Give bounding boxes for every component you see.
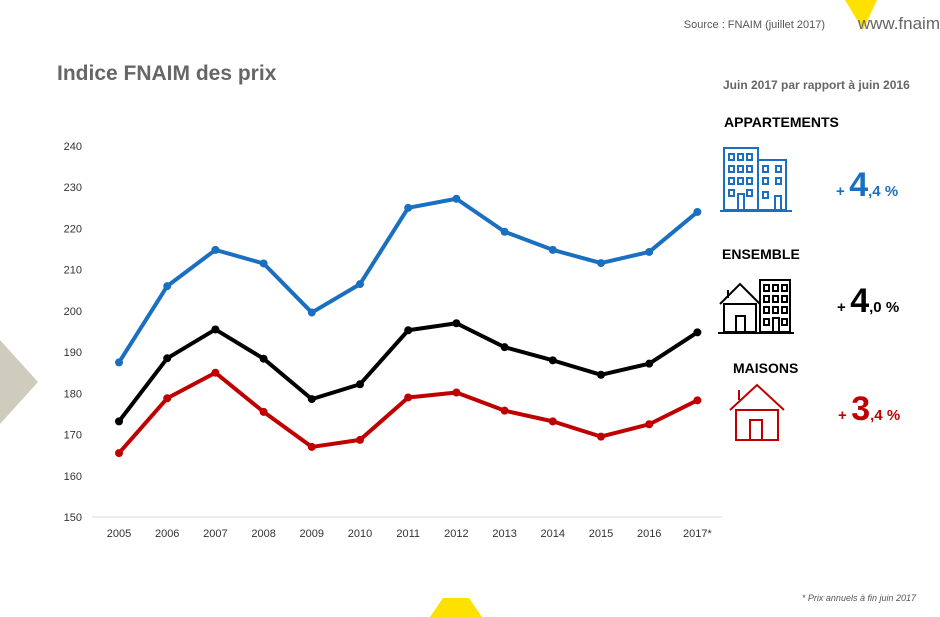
x-tick-label: 2017*: [683, 528, 712, 540]
apartment-building-icon: [720, 147, 792, 212]
data-point: [115, 417, 123, 426]
data-point: [307, 395, 316, 404]
website-link[interactable]: www.fnaim: [857, 14, 940, 33]
x-tick-label: 2009: [300, 528, 324, 540]
house-and-building-icon: [718, 279, 794, 334]
x-tick-label: 2008: [251, 528, 275, 540]
y-tick-label: 200: [64, 306, 82, 318]
x-tick-label: 2016: [637, 528, 661, 540]
data-point: [645, 420, 654, 429]
data-point: [259, 407, 268, 416]
data-point: [452, 194, 461, 203]
category-label-overall: ENSEMBLE: [722, 246, 800, 262]
y-tick-label: 210: [64, 265, 82, 277]
overall-change-decimal: ,0 %: [869, 299, 900, 316]
x-tick-label: 2013: [492, 528, 516, 540]
house-icon: [729, 383, 785, 441]
data-point: [356, 380, 364, 389]
data-point: [693, 396, 702, 405]
data-point: [259, 259, 268, 268]
footnote: * Prix annuels à fin juin 2017: [801, 593, 916, 603]
data-point: [404, 393, 413, 402]
y-tick-label: 160: [64, 471, 82, 483]
houses-change-sign: +: [838, 407, 847, 424]
x-tick-label: 2012: [444, 528, 468, 540]
data-point: [500, 227, 509, 236]
overall-change-sign: +: [837, 299, 846, 316]
data-point: [645, 247, 654, 256]
chart-title: Indice FNAIM des prix: [57, 62, 277, 85]
bottom-yellow-accent: [430, 598, 482, 617]
chart-axes: 150 160 170 180 190 200 210 220 230 240 2005 2006 20…: [64, 141, 722, 540]
data-point: [597, 370, 605, 379]
source-note: Source : FNAIM (juillet 2017): [683, 19, 825, 31]
data-point: [163, 354, 172, 363]
data-point: [404, 326, 413, 335]
comparison-subtitle: Juin 2017 par rapport à juin 2016: [723, 78, 910, 92]
y-tick-label: 220: [64, 223, 82, 235]
category-label-houses: MAISONS: [733, 360, 799, 376]
data-point: [307, 442, 316, 451]
y-tick-label: 170: [64, 430, 82, 442]
x-tick-label: 2010: [348, 528, 372, 540]
x-tick-label: 2011: [396, 528, 420, 540]
data-point: [500, 406, 509, 415]
houses-change-integer: 3: [851, 390, 871, 428]
x-tick-label: 2014: [541, 528, 565, 540]
series-line-1: [117, 321, 699, 423]
data-point: [693, 328, 702, 337]
data-point: [356, 435, 364, 444]
overall-change-integer: 4: [850, 282, 870, 320]
houses-change: + 3,4 %: [838, 390, 900, 429]
data-point: [597, 432, 605, 441]
data-point: [356, 280, 364, 289]
data-point: [163, 282, 172, 291]
left-decorative-triangle: [0, 340, 38, 424]
x-tick-label: 2006: [155, 528, 179, 540]
x-tick-label: 2007: [203, 528, 227, 540]
data-point: [645, 359, 654, 368]
data-point: [115, 449, 123, 458]
houses-change-decimal: ,4 %: [870, 407, 901, 424]
y-tick-label: 190: [64, 347, 82, 359]
y-tick-label: 240: [64, 141, 82, 153]
apartments-change: + 4,4 %: [836, 166, 898, 205]
apartments-change-integer: 4: [849, 166, 869, 204]
data-point: [452, 388, 461, 397]
data-point: [211, 368, 220, 377]
series-line-2: [117, 370, 699, 455]
y-tick-label: 150: [64, 512, 82, 524]
data-point: [163, 394, 172, 403]
data-point: [597, 259, 605, 268]
x-tick-label: 2005: [107, 528, 131, 540]
data-point: [404, 203, 413, 212]
chart-series: [115, 194, 702, 458]
data-point: [307, 308, 316, 317]
data-point: [548, 417, 557, 426]
data-point: [211, 325, 220, 334]
data-point: [548, 245, 557, 254]
x-tick-label: 2015: [589, 528, 613, 540]
apartments-change-sign: +: [836, 183, 845, 200]
data-point: [500, 343, 509, 352]
data-point: [693, 207, 702, 216]
y-tick-label: 180: [64, 388, 82, 400]
series-line-0: [117, 196, 699, 364]
data-point: [548, 356, 557, 365]
y-tick-label: 230: [64, 182, 82, 194]
data-point: [259, 354, 268, 363]
apartments-change-decimal: ,4 %: [868, 183, 899, 200]
data-point: [452, 319, 461, 328]
category-label-apartments: APPARTEMENTS: [724, 114, 839, 130]
overall-change: + 4,0 %: [837, 282, 899, 321]
data-point: [211, 245, 220, 254]
data-point: [115, 358, 123, 367]
